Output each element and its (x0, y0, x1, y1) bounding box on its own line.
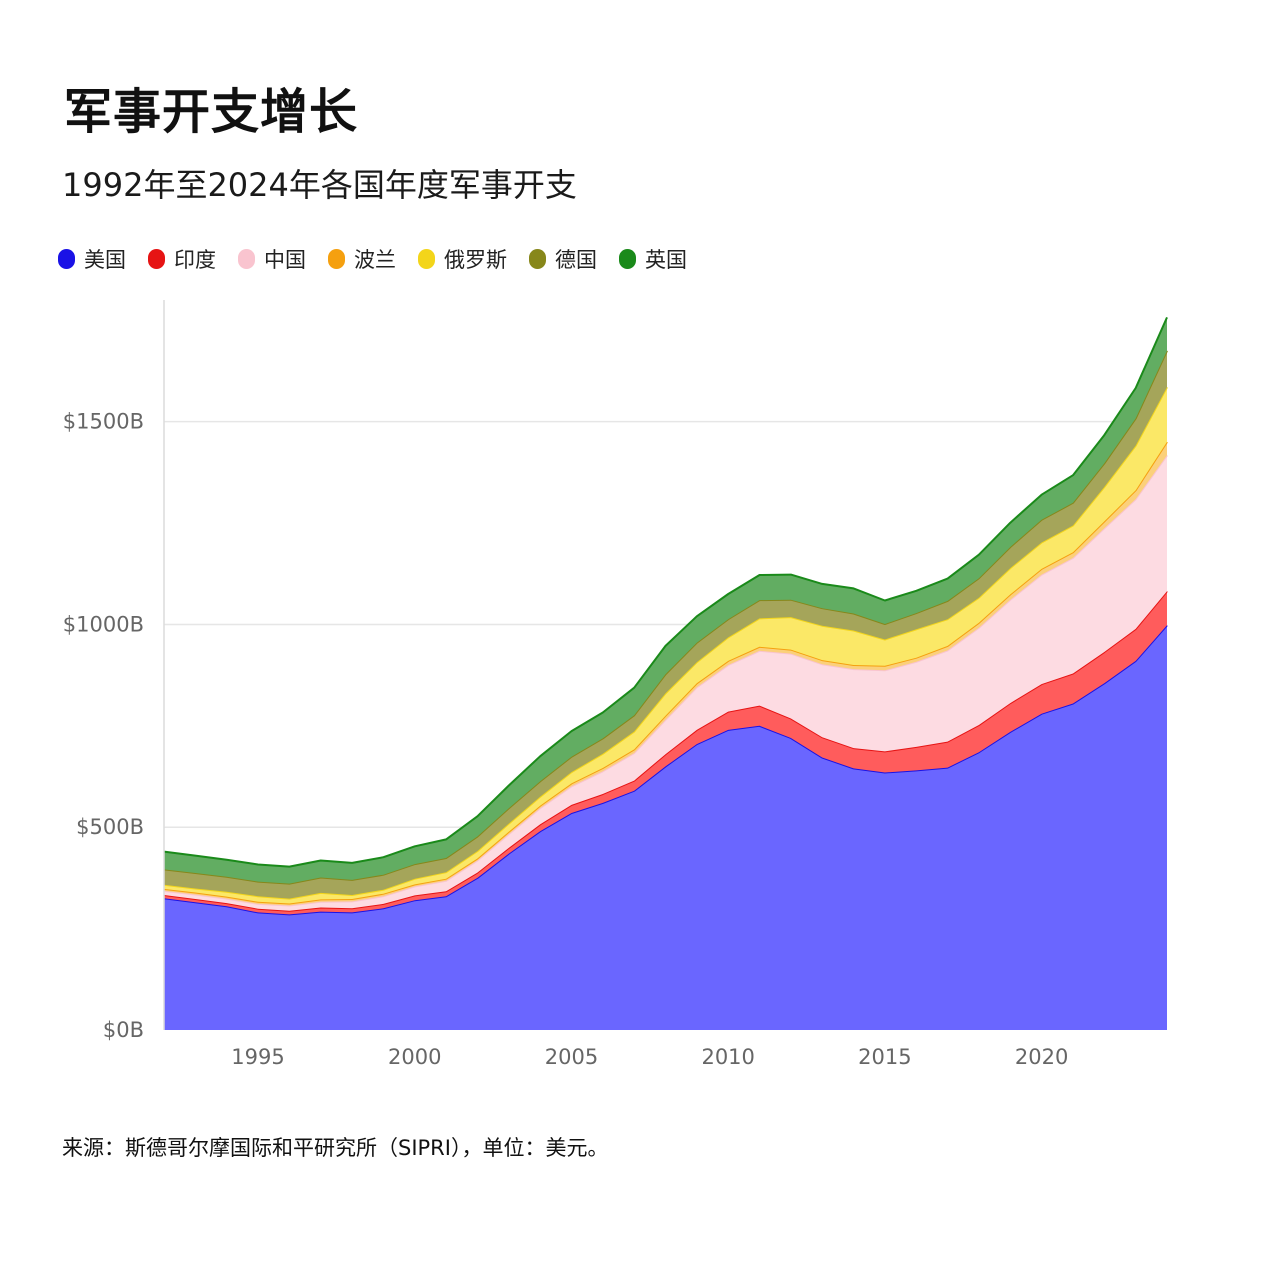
legend-swatch (619, 249, 636, 269)
legend-label: 英国 (645, 248, 687, 272)
axes: $0B $500B $1000B $1500B 1995 2000 2005 2010 2015… (63, 300, 1068, 1069)
y-tick-label: $0B (103, 1018, 144, 1042)
x-tick-label: 2000 (388, 1045, 441, 1069)
legend-swatch (418, 249, 435, 269)
x-tick-label: 2010 (701, 1045, 754, 1069)
chart-title: 军事开支增长 (64, 84, 359, 140)
area-中国 (164, 455, 1167, 911)
legend-swatch (58, 249, 75, 269)
area-印度 (164, 591, 1167, 915)
line-英国 (163, 316, 1168, 868)
legend: 美国 印度 中国 波兰 俄罗斯 德国 英国 (58, 244, 709, 274)
legend-swatch (328, 249, 345, 269)
x-tick-label: 2015 (858, 1045, 911, 1069)
legend-item-usa: 美国 (58, 244, 126, 274)
legend-label: 印度 (174, 248, 216, 272)
legend-label: 中国 (264, 248, 306, 272)
legend-item-poland: 波兰 (328, 244, 396, 274)
legend-item-india: 印度 (148, 244, 216, 274)
legend-label: 美国 (84, 248, 126, 272)
x-tick-label: 2005 (545, 1045, 598, 1069)
y-tick-label: $1000B (63, 612, 144, 636)
legend-swatch (238, 249, 255, 269)
legend-item-russia: 俄罗斯 (418, 244, 507, 274)
legend-item-china: 中国 (238, 244, 306, 274)
source-note: 来源：斯德哥尔摩国际和平研究所（SIPRI），单位：美元。 (62, 1136, 609, 1160)
y-tick-label: $500B (76, 815, 144, 839)
chart-subtitle: 1992年至2024年各国年度军事开支 (62, 166, 577, 204)
legend-label: 德国 (555, 248, 597, 272)
x-tick-label: 2020 (1015, 1045, 1068, 1069)
legend-item-uk: 英国 (619, 244, 687, 274)
legend-swatch (529, 249, 546, 269)
y-tick-label: $1500B (63, 410, 144, 434)
x-tick-label: 1995 (231, 1045, 284, 1069)
legend-label: 俄罗斯 (444, 248, 507, 272)
area-美国 (164, 625, 1167, 1030)
legend-label: 波兰 (354, 248, 396, 272)
legend-item-germany: 德国 (529, 244, 597, 274)
legend-swatch (148, 249, 165, 269)
series-areas (163, 316, 1168, 1030)
